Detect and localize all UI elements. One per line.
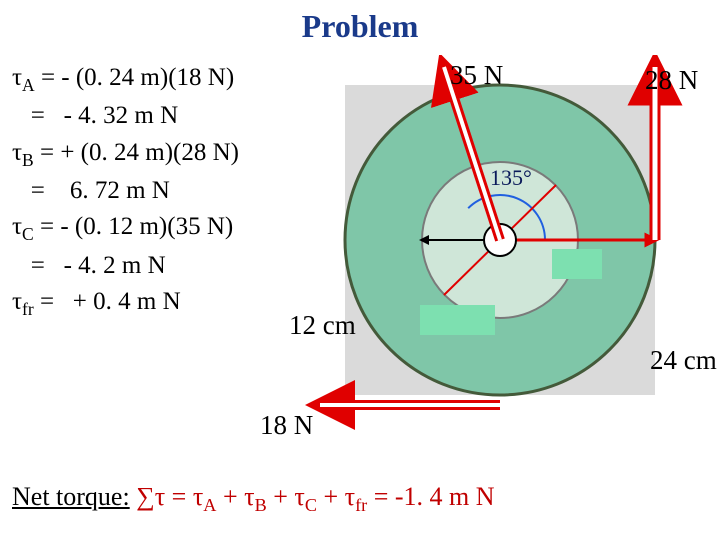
label-12cm: 12 cm bbox=[289, 310, 356, 341]
torque-diagram: 35 N 28 N 18 N 12 cm 24 cm 135° bbox=[290, 55, 710, 445]
page-title: Problem bbox=[0, 0, 720, 45]
net-torque-formula: ∑τ = τA + τB + τC + τfr = -1. 4 m N bbox=[130, 482, 495, 511]
label-angle: 135° bbox=[490, 165, 532, 191]
diagram-svg bbox=[290, 55, 710, 445]
label-35n: 35 N bbox=[450, 60, 503, 91]
label-28n: 28 N bbox=[645, 65, 698, 96]
net-torque-prefix: Net torque: bbox=[12, 482, 130, 511]
label-24cm: 24 cm bbox=[650, 345, 717, 376]
label-18n: 18 N bbox=[260, 410, 313, 441]
net-torque-line: Net torque: ∑τ = τA + τB + τC + τfr = -1… bbox=[12, 482, 495, 516]
equations-block: τA = - (0. 24 m)(18 N) = - 4. 32 m NτB =… bbox=[12, 60, 239, 322]
